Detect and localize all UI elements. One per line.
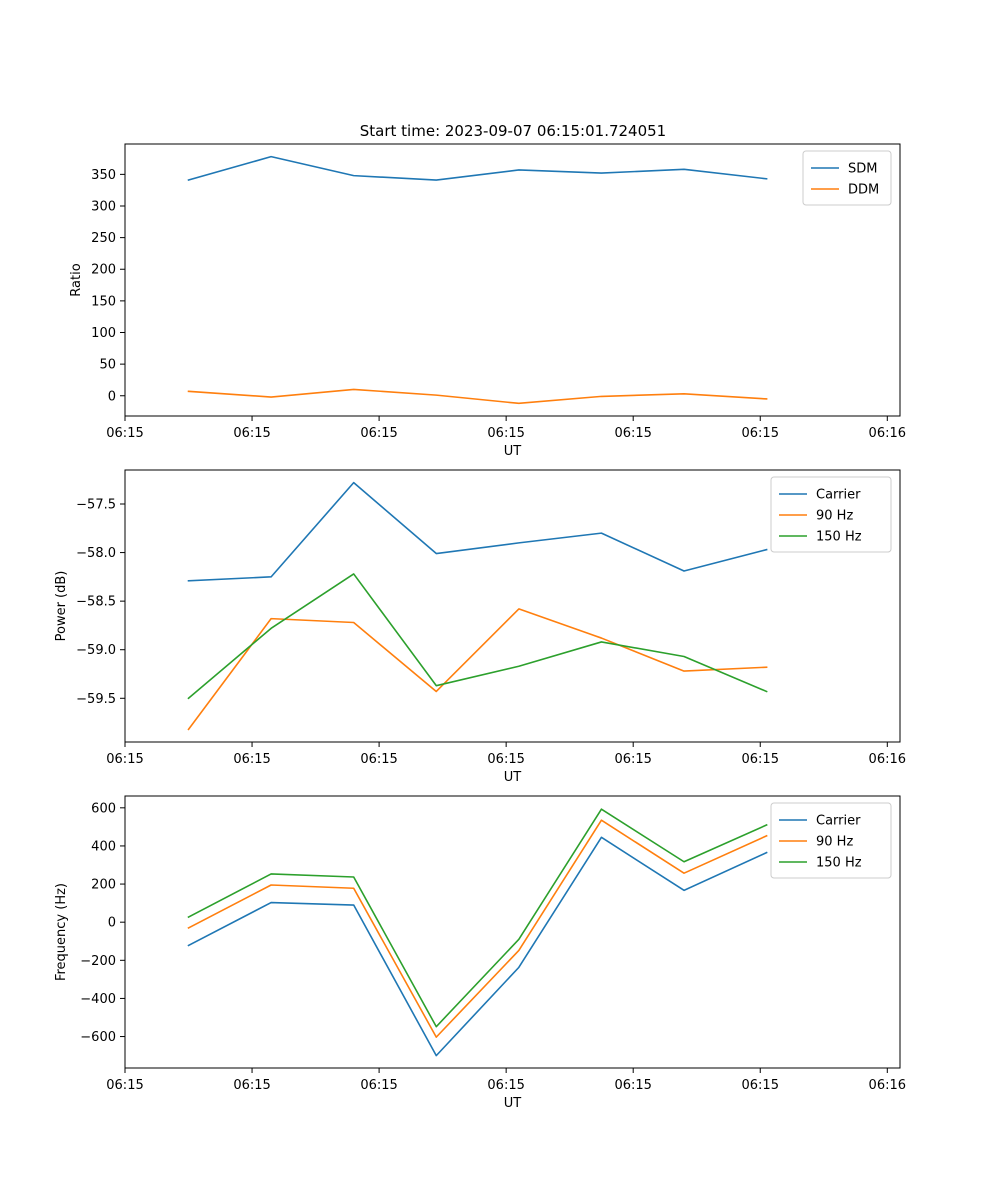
y-axis-label: Ratio <box>69 263 84 296</box>
series-line-90-hz <box>187 608 768 731</box>
y-tick-label: −59.0 <box>76 643 116 658</box>
y-tick-label: 200 <box>91 878 116 893</box>
legend-label-carrier: Carrier <box>816 814 861 829</box>
x-tick-label: 06:16 <box>869 1078 906 1093</box>
series-line-carrier <box>187 836 768 1057</box>
y-tick-label: −400 <box>80 992 116 1007</box>
series-line-sdm <box>187 155 768 182</box>
legend-label-sdm: SDM <box>848 162 877 177</box>
y-tick-label: 400 <box>91 839 116 854</box>
x-tick-label: 06:15 <box>360 1078 397 1093</box>
y-tick-label: 0 <box>108 389 116 404</box>
x-tick-label: 06:15 <box>233 1078 270 1093</box>
x-tick-label: 06:15 <box>233 752 270 767</box>
x-tick-label: 06:15 <box>233 426 270 441</box>
y-tick-label: −58.0 <box>76 546 116 561</box>
x-tick-label: 06:15 <box>614 1078 651 1093</box>
y-tick-label: −200 <box>80 954 116 969</box>
y-tick-label: 350 <box>91 168 116 183</box>
x-tick-label: 06:15 <box>487 426 524 441</box>
legend: SDM DDM <box>802 150 892 206</box>
legend-label-90-hz: 90 Hz <box>816 835 853 850</box>
y-tick-label: 250 <box>91 231 116 246</box>
y-tick-label: 600 <box>91 801 116 816</box>
x-tick-label: 06:15 <box>487 752 524 767</box>
y-tick-label: −600 <box>80 1030 116 1045</box>
power-plot: 06:15 06:15 06:15 06:15 06:15 06:15 06:16 −59.5… <box>54 469 906 785</box>
x-axis-label: UT <box>504 1096 522 1111</box>
series-line-150-hz <box>187 808 768 1028</box>
x-axis-label: UT <box>504 770 522 785</box>
legend-label-ddm: DDM <box>848 183 879 198</box>
series-line-90-hz <box>187 819 768 1038</box>
x-tick-label: 06:15 <box>742 1078 779 1093</box>
legend-box <box>770 802 892 879</box>
x-tick-label: 06:15 <box>106 426 143 441</box>
ratio-plot: 06:15 06:15 06:15 06:15 06:15 06:15 06:16 0 50 10… <box>69 143 906 459</box>
legend: Carrier 90 Hz 150 Hz <box>770 802 892 879</box>
x-tick-label: 06:15 <box>360 752 397 767</box>
x-tick-label: 06:15 <box>614 426 651 441</box>
frequency-plot: 06:15 06:15 06:15 06:15 06:15 06:15 06:16 −600 −… <box>54 795 906 1111</box>
legend-box <box>770 476 892 553</box>
x-tick-label: 06:15 <box>106 1078 143 1093</box>
x-tick-label: 06:15 <box>487 1078 524 1093</box>
y-tick-label: 50 <box>99 358 116 373</box>
x-tick-label: 06:15 <box>614 752 651 767</box>
y-tick-label: 300 <box>91 199 116 214</box>
x-tick-label: 06:15 <box>742 426 779 441</box>
y-axis-label: Frequency (Hz) <box>54 883 69 981</box>
series-line-ddm <box>187 388 768 405</box>
series-line-150-hz <box>187 573 768 700</box>
x-tick-label: 06:16 <box>869 752 906 767</box>
x-tick-label: 06:15 <box>106 752 143 767</box>
legend: Carrier 90 Hz 150 Hz <box>770 476 892 553</box>
x-axis-label: UT <box>504 444 522 459</box>
y-tick-label: −57.5 <box>76 498 116 513</box>
x-tick-label: 06:15 <box>360 426 397 441</box>
y-tick-label: 200 <box>91 263 116 278</box>
y-axis-label: Power (dB) <box>54 571 69 642</box>
y-tick-label: −58.5 <box>76 595 116 610</box>
legend-box <box>802 150 892 206</box>
legend-label-carrier: Carrier <box>816 488 861 503</box>
figure-title: Start time: 2023-09-07 06:15:01.724051 <box>360 122 666 140</box>
x-tick-label: 06:15 <box>742 752 779 767</box>
axes-frame <box>124 469 901 743</box>
y-tick-label: 100 <box>91 326 116 341</box>
axes-frame <box>124 795 901 1069</box>
y-tick-label: 150 <box>91 294 116 309</box>
legend-label-150-hz: 150 Hz <box>816 856 862 871</box>
y-tick-label: −59.5 <box>76 692 116 707</box>
legend-label-90-hz: 90 Hz <box>816 509 853 524</box>
series-line-carrier <box>187 481 768 582</box>
y-tick-label: 0 <box>108 916 116 931</box>
legend-label-150-hz: 150 Hz <box>816 530 862 545</box>
x-tick-label: 06:16 <box>869 426 906 441</box>
axes-frame <box>124 143 901 417</box>
